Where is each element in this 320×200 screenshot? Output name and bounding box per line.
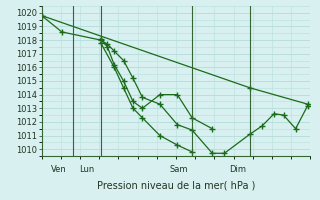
Text: Ven: Ven — [51, 165, 67, 174]
Text: Lun: Lun — [79, 165, 94, 174]
Text: Dim: Dim — [229, 165, 246, 174]
Text: Pression niveau de la mer( hPa ): Pression niveau de la mer( hPa ) — [97, 180, 255, 190]
Text: Sam: Sam — [169, 165, 188, 174]
